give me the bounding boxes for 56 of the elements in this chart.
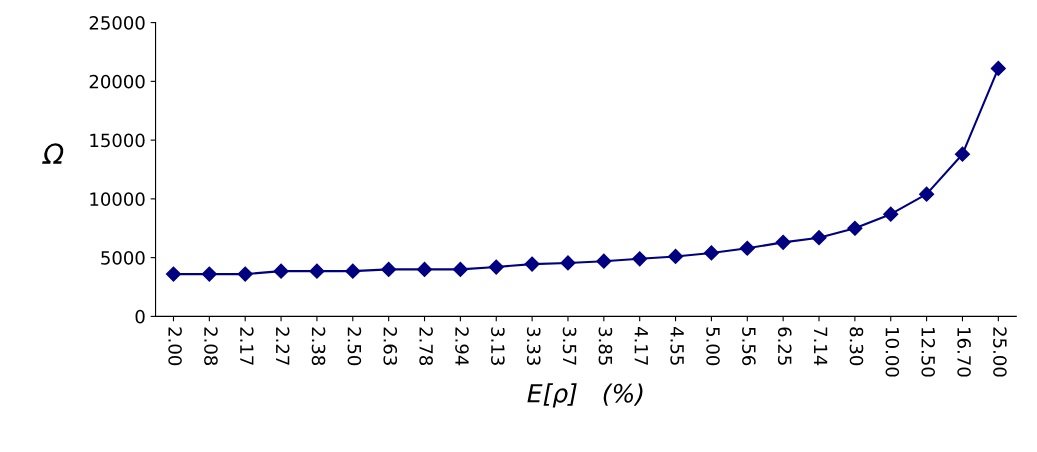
point — [811, 230, 827, 246]
x-tick-label: 10.00 — [885, 328, 900, 377]
x-tick-label: 2.38 — [311, 327, 326, 366]
x-tick-label: 2.50 — [347, 327, 362, 366]
x-tick-label: 7.14 — [814, 327, 828, 366]
point — [703, 245, 719, 261]
y-tick-label: 10000 — [90, 192, 145, 206]
x-tick-label: 6.25 — [777, 327, 792, 365]
point — [739, 240, 755, 256]
x-tick-label: 2.78 — [419, 327, 433, 366]
x-tick-label: 16.70 — [957, 328, 971, 377]
point — [990, 60, 1006, 77]
x-tick-label: 8.30 — [849, 327, 864, 366]
point — [560, 255, 576, 271]
point — [919, 186, 935, 202]
x-tick-label: 3.13 — [491, 327, 505, 365]
x-tick-label: 2.63 — [383, 327, 398, 365]
point — [416, 261, 433, 277]
point — [165, 266, 182, 282]
x-tick-label: 2.00 — [168, 327, 182, 366]
y-tick-label: 0 — [135, 309, 145, 324]
point — [237, 266, 253, 282]
x-tick-label: 25.00 — [993, 327, 1007, 377]
x-tick-label: 3.33 — [526, 327, 541, 365]
point — [345, 263, 361, 279]
x-tick-label: 12.50 — [921, 328, 936, 377]
y-tick-label: 15000 — [90, 133, 145, 148]
x-tick-label: 3.57 — [562, 327, 577, 365]
point — [632, 251, 648, 267]
point — [667, 248, 684, 265]
point — [273, 263, 289, 279]
y-tick-label: 20000 — [89, 74, 145, 89]
y-tick-label: 25000 — [89, 16, 145, 30]
x-tick-label: 4.55 — [670, 327, 684, 365]
x-tick-label: 2.27 — [276, 327, 290, 365]
point — [524, 256, 540, 272]
point — [488, 259, 504, 275]
point — [452, 261, 468, 277]
x-tick-label: 2.08 — [204, 327, 218, 366]
x-tick-label: 2.94 — [455, 327, 469, 366]
point — [775, 234, 791, 250]
point — [596, 253, 612, 269]
x-tick-label: 3.85 — [598, 327, 613, 365]
x-tick-label: 5.00 — [706, 327, 720, 366]
x-tick-label: 5.56 — [742, 327, 756, 366]
x-axis-title: E[ρ] (%) — [527, 383, 643, 408]
y-axis-title: Ω — [42, 143, 64, 164]
point — [309, 263, 325, 279]
x-tick-label: 4.17 — [634, 327, 648, 365]
point — [847, 220, 863, 236]
x-tick-label: 2.17 — [240, 327, 254, 365]
point — [883, 206, 899, 222]
point — [954, 146, 971, 162]
point — [381, 261, 397, 277]
y-tick-label: 5000 — [101, 251, 145, 265]
point — [201, 266, 217, 282]
